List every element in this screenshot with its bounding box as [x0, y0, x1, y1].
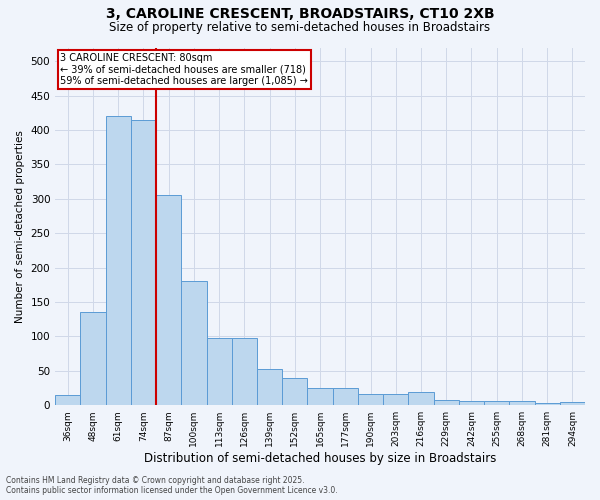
Bar — [206, 338, 232, 405]
Bar — [409, 392, 434, 405]
Bar — [156, 196, 181, 405]
Bar — [484, 401, 509, 405]
Bar — [434, 400, 459, 405]
Bar — [282, 378, 307, 405]
Text: 3 CAROLINE CRESCENT: 80sqm
← 39% of semi-detached houses are smaller (718)
59% o: 3 CAROLINE CRESCENT: 80sqm ← 39% of semi… — [61, 53, 308, 86]
Bar — [232, 338, 257, 405]
Bar — [55, 395, 80, 405]
Bar — [383, 394, 409, 405]
Text: 3, CAROLINE CRESCENT, BROADSTAIRS, CT10 2XB: 3, CAROLINE CRESCENT, BROADSTAIRS, CT10 … — [106, 8, 494, 22]
Y-axis label: Number of semi-detached properties: Number of semi-detached properties — [15, 130, 25, 323]
Text: Contains HM Land Registry data © Crown copyright and database right 2025.
Contai: Contains HM Land Registry data © Crown c… — [6, 476, 338, 495]
Bar — [106, 116, 131, 405]
Bar — [131, 120, 156, 405]
Bar — [80, 312, 106, 405]
Bar — [358, 394, 383, 405]
Bar — [560, 402, 585, 405]
Bar — [459, 401, 484, 405]
Bar — [332, 388, 358, 405]
Bar — [181, 282, 206, 405]
Bar — [257, 368, 282, 405]
Bar — [535, 403, 560, 405]
Bar — [307, 388, 332, 405]
Text: Size of property relative to semi-detached houses in Broadstairs: Size of property relative to semi-detach… — [109, 22, 491, 35]
X-axis label: Distribution of semi-detached houses by size in Broadstairs: Distribution of semi-detached houses by … — [144, 452, 496, 465]
Bar — [509, 401, 535, 405]
